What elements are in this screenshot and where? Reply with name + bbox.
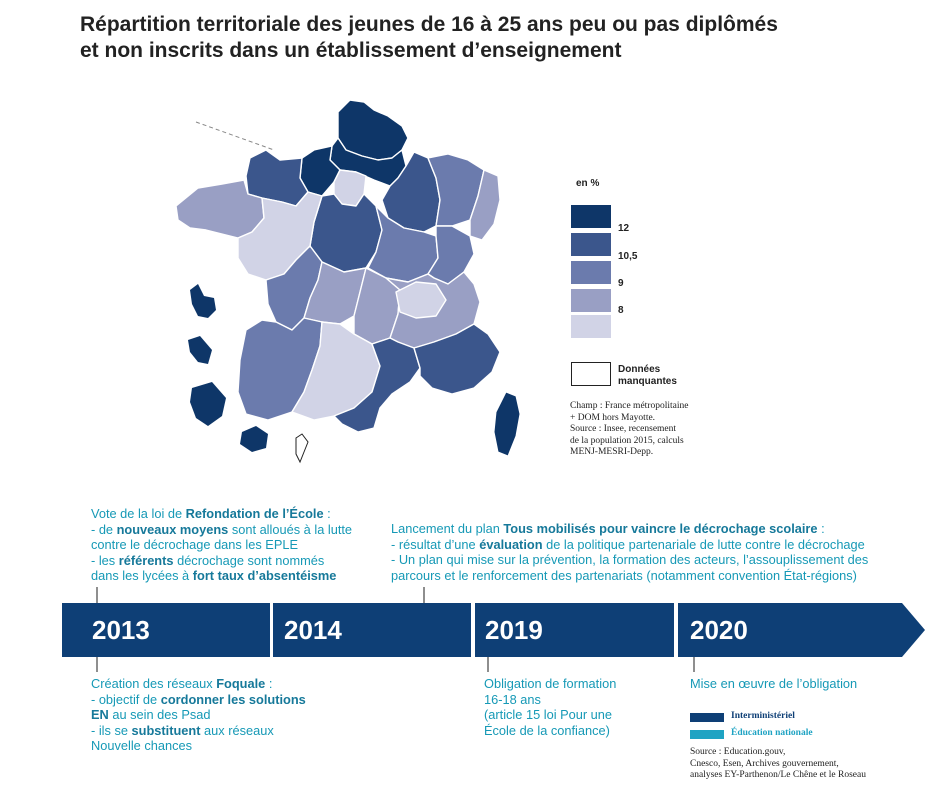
legend-swatch-education-nationale xyxy=(690,730,724,739)
legend-label-12: 12 xyxy=(618,223,630,234)
year-2013: 2013 xyxy=(92,615,150,645)
annotation-2014-tous-mobilises: Lancement du plan Tous mobilisés pour va… xyxy=(391,521,869,583)
region-alsace xyxy=(469,169,501,241)
legend-swatch-below-8 xyxy=(571,315,611,338)
annotation-2020-mise-en-oeuvre: Mise en œuvre de l’obligation xyxy=(690,676,858,691)
timeline-segment-2013 xyxy=(62,603,270,657)
channel-islands-connector xyxy=(195,121,275,151)
timeline-segment-2019 xyxy=(475,603,674,657)
region-corse xyxy=(493,391,521,457)
legend-label-education-nationale: Éducation nationale xyxy=(731,728,813,738)
legend-missing-swatch xyxy=(571,362,611,386)
timeline-segment-2020-arrow xyxy=(678,603,925,657)
legend-swatch-9 xyxy=(571,261,611,284)
annotation-2019-obligation: Obligation de formation 16-18 ans (artic… xyxy=(484,676,617,738)
legend-missing-label: Données manquantes xyxy=(618,364,677,387)
legend-label-8: 8 xyxy=(618,305,624,316)
year-2019: 2019 xyxy=(485,615,543,645)
dom-reunion xyxy=(240,426,268,452)
year-2020: 2020 xyxy=(690,615,748,645)
legend-label-interministeriel: Interministériel xyxy=(731,711,795,721)
annotation-2013-foquale: Création des réseaux Foquale : - objecti… xyxy=(91,676,306,754)
legend-swatch-10-5 xyxy=(571,233,611,256)
legend-label-10-5: 10,5 xyxy=(618,251,638,262)
legend-swatch-12 xyxy=(571,205,611,228)
dom-mayotte-missing xyxy=(295,433,309,464)
region-pays-de-la-loire xyxy=(237,191,323,281)
dom-guyane xyxy=(190,382,226,426)
region-rhone-alpes-light xyxy=(395,281,447,319)
page-title: Répartition territoriale des jeunes de 1… xyxy=(80,12,880,64)
dom-martinique xyxy=(188,336,212,364)
legend-label-9: 9 xyxy=(618,278,624,289)
title-line-1: Répartition territoriale des jeunes de 1… xyxy=(80,13,778,36)
map-source: Champ : France métropolitaine + DOM hors… xyxy=(570,401,689,457)
region-provence-alpes-cote-azur xyxy=(413,323,501,395)
legend-unit: en % xyxy=(576,178,600,189)
title-line-2: et non inscrits dans un établissement d’… xyxy=(80,39,622,62)
legend-swatch-8 xyxy=(571,289,611,312)
annotation-2013-refondation: Vote de la loi de Refondation de l’École… xyxy=(91,506,353,584)
year-2014: 2014 xyxy=(284,615,342,645)
timeline-segment-2014 xyxy=(273,603,471,657)
timeline-source: Source : Education.gouv, Cnesco, Esen, A… xyxy=(690,747,866,780)
legend-swatch-interministeriel xyxy=(690,713,724,722)
region-languedoc-roussillon xyxy=(333,337,421,433)
dom-guadeloupe xyxy=(190,284,216,318)
